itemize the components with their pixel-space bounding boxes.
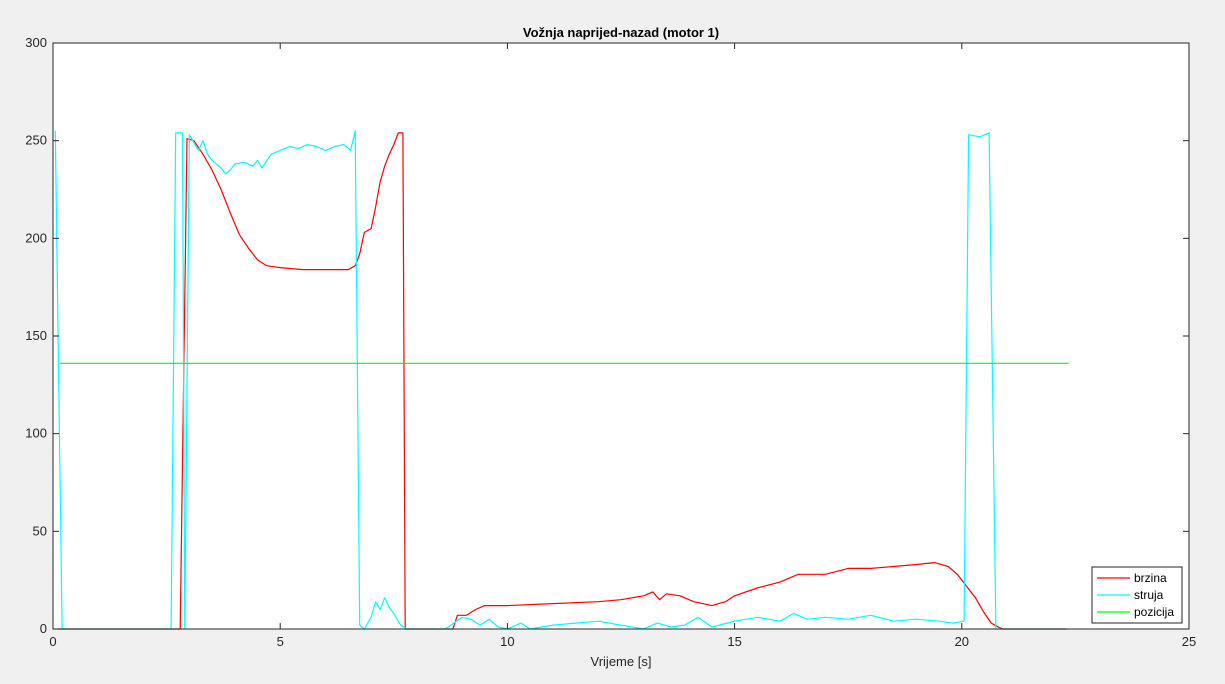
x-axis-ticks: 0 5 10 15 20 25 xyxy=(49,43,1196,649)
legend-label-struja: struja xyxy=(1134,588,1164,602)
series-line-struja xyxy=(54,130,1067,630)
y-axis-ticks: 0 50 100 150 200 250 300 xyxy=(25,35,1189,636)
y-tick-label: 0 xyxy=(40,621,47,636)
y-tick-label: 150 xyxy=(25,328,47,343)
y-tick-label: 100 xyxy=(25,426,47,441)
x-tick-label: 25 xyxy=(1182,634,1196,649)
x-tick-label: 0 xyxy=(49,634,56,649)
chart-title: Vožnja naprijed-nazad (motor 1) xyxy=(523,25,719,40)
axes-background xyxy=(53,43,1189,629)
x-tick-label: 20 xyxy=(955,634,969,649)
legend-label-pozicija: pozicija xyxy=(1134,605,1174,619)
x-axis-label: Vrijeme [s] xyxy=(591,654,652,669)
x-tick-label: 10 xyxy=(500,634,514,649)
y-tick-label: 50 xyxy=(33,523,47,538)
y-tick-label: 300 xyxy=(25,35,47,50)
series-line-brzina xyxy=(57,132,1067,630)
plot-lines xyxy=(54,130,1069,630)
y-tick-label: 200 xyxy=(25,230,47,245)
y-tick-label: 250 xyxy=(25,133,47,148)
legend: brzina struja pozicija xyxy=(1091,566,1183,624)
legend-label-brzina: brzina xyxy=(1134,571,1167,585)
x-tick-label: 15 xyxy=(727,634,741,649)
x-tick-label: 5 xyxy=(277,634,284,649)
